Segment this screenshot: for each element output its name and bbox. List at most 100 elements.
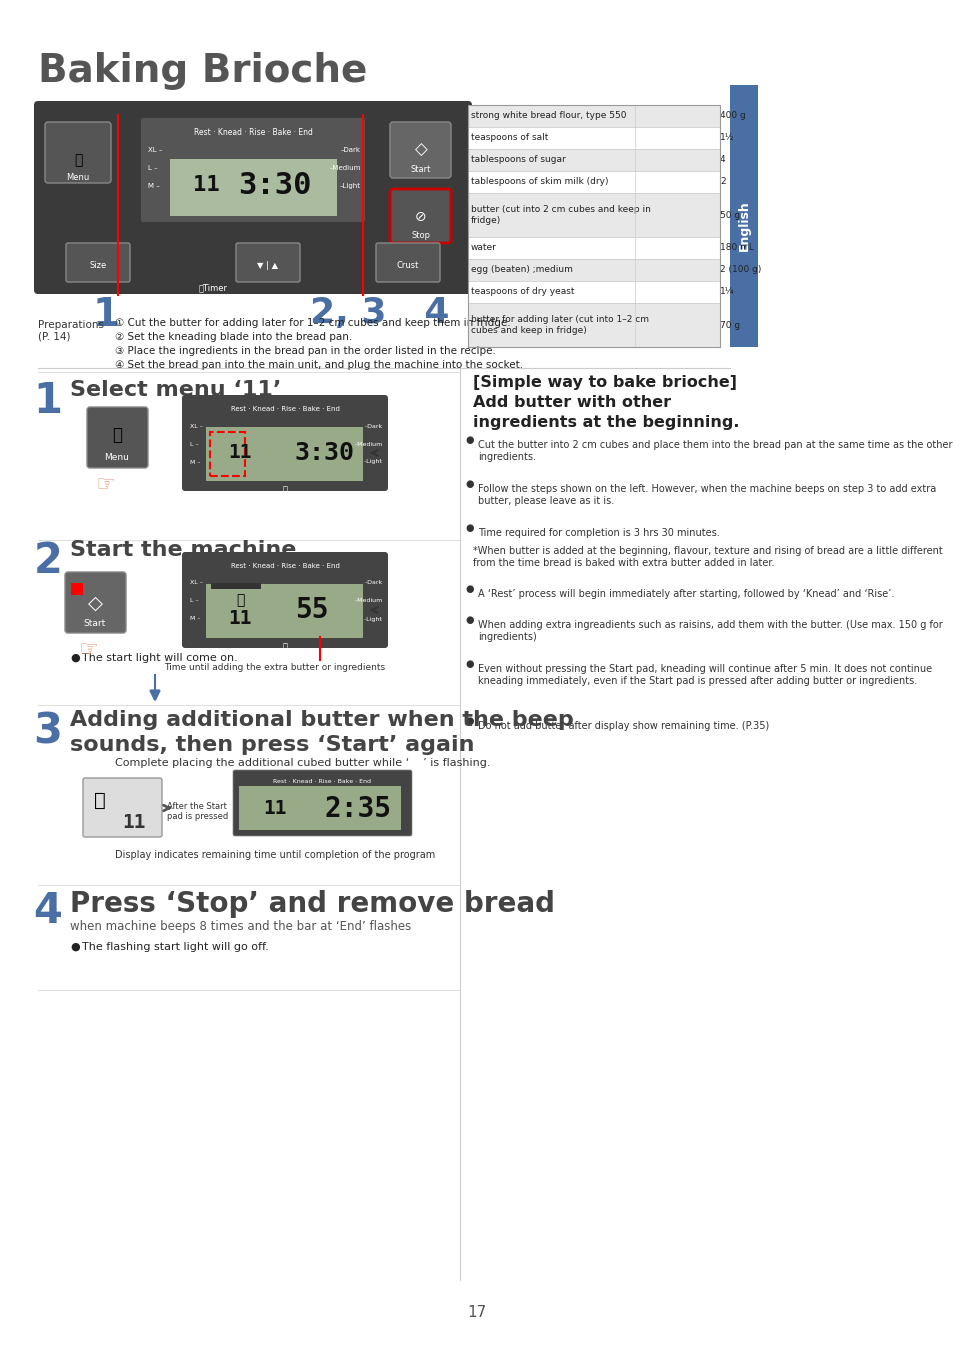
FancyBboxPatch shape bbox=[233, 769, 412, 836]
Text: teaspoons of dry yeast: teaspoons of dry yeast bbox=[471, 288, 574, 297]
Text: ③ Place the ingredients in the bread pan in the order listed in the recipe.: ③ Place the ingredients in the bread pan… bbox=[115, 346, 496, 356]
Text: butter for adding later (cut into 1–2 cm
cubes and keep in fridge): butter for adding later (cut into 1–2 cm… bbox=[471, 316, 648, 335]
Text: The start light will come on.: The start light will come on. bbox=[82, 653, 237, 663]
Text: Crust: Crust bbox=[396, 261, 418, 270]
Text: ●: ● bbox=[464, 616, 473, 625]
FancyBboxPatch shape bbox=[206, 585, 363, 639]
Text: 11: 11 bbox=[122, 813, 146, 832]
Text: 📖: 📖 bbox=[282, 643, 287, 651]
Text: Rest · Knead · Rise · Bake · End: Rest · Knead · Rise · Bake · End bbox=[231, 563, 339, 568]
Text: ② Set the kneading blade into the bread pan.: ② Set the kneading blade into the bread … bbox=[115, 332, 352, 342]
Text: ●: ● bbox=[464, 585, 473, 594]
Text: ●: ● bbox=[464, 659, 473, 670]
Text: ●: ● bbox=[464, 479, 473, 489]
Bar bbox=[211, 583, 261, 589]
Text: 180 mL: 180 mL bbox=[720, 243, 753, 252]
Bar bbox=[468, 105, 720, 127]
FancyBboxPatch shape bbox=[34, 101, 472, 294]
Text: –Dark: –Dark bbox=[364, 580, 382, 586]
Text: Select menu ‘11’: Select menu ‘11’ bbox=[70, 379, 281, 400]
FancyBboxPatch shape bbox=[83, 778, 162, 837]
Text: Stop: Stop bbox=[411, 231, 430, 239]
FancyBboxPatch shape bbox=[87, 406, 148, 468]
Text: Preparations
(P. 14): Preparations (P. 14) bbox=[38, 320, 104, 342]
Text: English: English bbox=[737, 201, 750, 251]
Text: Rest · Knead · Rise · Bake · End: Rest · Knead · Rise · Bake · End bbox=[193, 128, 313, 136]
Bar bbox=[468, 193, 720, 238]
Text: egg (beaten) ;medium: egg (beaten) ;medium bbox=[471, 266, 572, 274]
Text: L –: L – bbox=[190, 441, 198, 447]
Text: Adding additional butter when the beep
sounds, then press ‘Start’ again: Adding additional butter when the beep s… bbox=[70, 710, 573, 755]
Text: 1: 1 bbox=[92, 296, 119, 333]
Text: –Medium: –Medium bbox=[330, 165, 360, 171]
Text: 1¼: 1¼ bbox=[720, 288, 734, 297]
Text: 17: 17 bbox=[467, 1305, 486, 1320]
Text: XL –: XL – bbox=[148, 147, 162, 153]
Text: Follow the steps shown on the left. However, when the machine beeps on step 3 to: Follow the steps shown on the left. Howe… bbox=[477, 485, 935, 506]
Text: ●: ● bbox=[464, 716, 473, 726]
Text: ●: ● bbox=[70, 653, 80, 663]
Text: After the Start
pad is pressed: After the Start pad is pressed bbox=[167, 802, 228, 821]
FancyBboxPatch shape bbox=[141, 117, 365, 221]
Text: 📖: 📖 bbox=[282, 485, 287, 494]
Text: Start the machine: Start the machine bbox=[70, 540, 296, 560]
Bar bbox=[468, 238, 720, 259]
Text: 4: 4 bbox=[720, 155, 725, 165]
Text: ●: ● bbox=[464, 435, 473, 446]
Text: ☞: ☞ bbox=[95, 475, 115, 495]
Bar bbox=[729, 85, 758, 347]
FancyBboxPatch shape bbox=[45, 122, 111, 184]
Text: Press ‘Stop’ and remove bread: Press ‘Stop’ and remove bread bbox=[70, 890, 555, 918]
Text: 50 g: 50 g bbox=[720, 211, 740, 220]
Bar bbox=[468, 148, 720, 171]
Text: 2: 2 bbox=[720, 177, 725, 186]
FancyBboxPatch shape bbox=[390, 189, 451, 243]
Text: Size: Size bbox=[90, 261, 107, 270]
Text: ◇: ◇ bbox=[415, 140, 427, 159]
Text: 1½: 1½ bbox=[720, 134, 734, 143]
FancyBboxPatch shape bbox=[65, 572, 126, 633]
Text: –Medium: –Medium bbox=[355, 441, 382, 447]
Text: –Dark: –Dark bbox=[364, 424, 382, 428]
Text: 📖: 📖 bbox=[73, 153, 82, 167]
Text: Menu: Menu bbox=[105, 454, 130, 463]
Text: ◇: ◇ bbox=[88, 594, 102, 613]
Text: A ‘Rest’ process will begin immediately after starting, followed by ‘Knead’ and : A ‘Rest’ process will begin immediately … bbox=[477, 589, 894, 599]
Text: when machine beeps 8 times and the bar at ‘End’ flashes: when machine beeps 8 times and the bar a… bbox=[70, 919, 411, 933]
Text: 11: 11 bbox=[263, 799, 286, 818]
Text: XL –: XL – bbox=[190, 580, 203, 586]
Bar bbox=[71, 583, 83, 595]
Text: ④ Set the bread pan into the main unit, and plug the machine into the socket.: ④ Set the bread pan into the main unit, … bbox=[115, 360, 522, 370]
Text: Start: Start bbox=[84, 618, 106, 628]
FancyBboxPatch shape bbox=[66, 243, 130, 282]
FancyBboxPatch shape bbox=[182, 552, 388, 648]
FancyBboxPatch shape bbox=[206, 427, 363, 481]
Text: XL –: XL – bbox=[190, 424, 203, 428]
Text: 11: 11 bbox=[193, 176, 219, 194]
Text: *When butter is added at the beginning, flavour, texture and rising of bread are: *When butter is added at the beginning, … bbox=[473, 545, 942, 567]
Bar bbox=[468, 302, 720, 347]
Text: 11: 11 bbox=[228, 609, 252, 628]
Text: Cut the butter into 2 cm cubes and place them into the bread pan at the same tim: Cut the butter into 2 cm cubes and place… bbox=[477, 440, 951, 462]
Text: 🤲: 🤲 bbox=[94, 791, 106, 810]
Text: ⏱Timer: ⏱Timer bbox=[198, 284, 227, 293]
Text: 3: 3 bbox=[33, 710, 63, 752]
Text: tablespoons of sugar: tablespoons of sugar bbox=[471, 155, 565, 165]
FancyBboxPatch shape bbox=[235, 243, 299, 282]
Text: 70 g: 70 g bbox=[720, 320, 740, 329]
Text: ① Cut the butter for adding later for 1–2 cm cubes and keep them in fridge.: ① Cut the butter for adding later for 1–… bbox=[115, 319, 510, 328]
Text: 2 (100 g): 2 (100 g) bbox=[720, 266, 760, 274]
Text: L –: L – bbox=[148, 165, 157, 171]
Text: 400 g: 400 g bbox=[720, 112, 745, 120]
Text: –Dark: –Dark bbox=[340, 147, 360, 153]
Bar bbox=[468, 171, 720, 193]
Text: –Light: –Light bbox=[339, 184, 360, 189]
Text: When adding extra ingreadients such as raisins, add them with the butter. (Use m: When adding extra ingreadients such as r… bbox=[477, 620, 942, 641]
Bar bbox=[468, 127, 720, 148]
Text: ●: ● bbox=[464, 522, 473, 533]
Text: 3:30: 3:30 bbox=[294, 441, 355, 464]
Text: M –: M – bbox=[148, 184, 159, 189]
Text: Do not add butter after display show remaining time. (P.35): Do not add butter after display show rem… bbox=[477, 721, 768, 730]
Text: Even without pressing the Start pad, kneading will continue after 5 min. It does: Even without pressing the Start pad, kne… bbox=[477, 664, 931, 686]
Text: ●: ● bbox=[70, 942, 80, 952]
